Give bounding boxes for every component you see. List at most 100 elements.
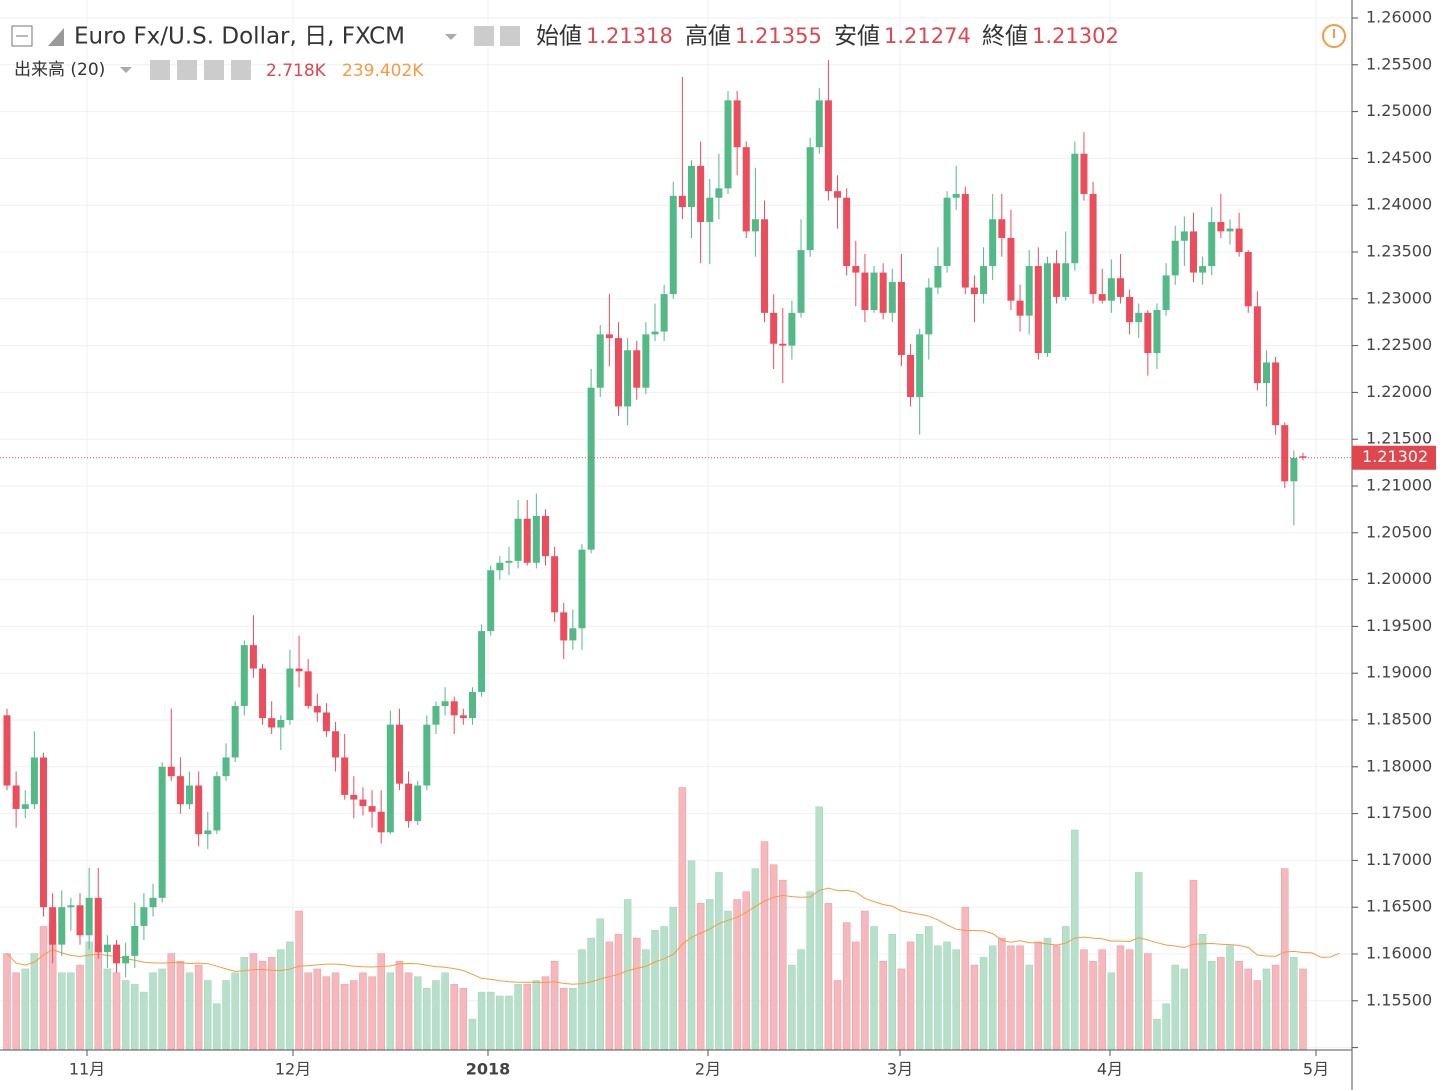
volume-bar (1098, 949, 1106, 1051)
volume-bar (1171, 964, 1179, 1051)
x-tick-label: 5月 (1303, 1060, 1329, 1079)
volume-bar (477, 991, 486, 1051)
candle-body (441, 701, 449, 706)
volume-bar (852, 941, 860, 1051)
y-tick-label: 1.26000 (1366, 8, 1432, 27)
candle-body (970, 287, 978, 295)
volume-bar (998, 937, 1006, 1051)
volume-bar (167, 953, 176, 1051)
volume-settings[interactable] (177, 60, 197, 80)
candle-body (578, 549, 586, 629)
candle-body (1080, 153, 1088, 194)
candle-body (779, 343, 787, 346)
candle-body (1290, 457, 1298, 482)
alert-icon[interactable] (1322, 24, 1346, 48)
volume-bar (1089, 960, 1097, 1051)
volume-ma-value: 239.402K (342, 61, 424, 81)
candle-body (1162, 275, 1170, 311)
volume-bar (925, 926, 933, 1051)
y-tick-label: 1.20500 (1366, 522, 1432, 541)
volume-eye[interactable] (150, 60, 170, 80)
candle-body (1253, 306, 1261, 384)
candle-body (697, 165, 705, 223)
x-tick-label: 12月 (275, 1060, 311, 1079)
volume-dropdown[interactable] (120, 67, 132, 73)
volume-bar (1107, 972, 1116, 1051)
candle-body (487, 570, 495, 632)
candle-body (1098, 294, 1106, 301)
volume-bar (286, 941, 294, 1051)
volume-bar (322, 976, 331, 1051)
volume-bar (706, 899, 714, 1051)
candle-body (49, 907, 57, 945)
y-tick-label: 1.19500 (1366, 616, 1432, 635)
volume-add[interactable] (204, 60, 224, 80)
y-tick-label: 1.23500 (1366, 242, 1432, 261)
volume-bar (258, 960, 267, 1051)
candle-body (459, 715, 467, 719)
candle-body (377, 811, 385, 833)
volume-bar (295, 910, 303, 1051)
volume-bar (559, 987, 568, 1051)
candle-body (706, 197, 714, 223)
candle-body (505, 560, 513, 563)
candle-body (1226, 228, 1234, 232)
volume-remove[interactable] (231, 60, 251, 80)
volume-bar (842, 922, 851, 1051)
volume-bar (1271, 964, 1280, 1051)
volume-bar (304, 972, 312, 1051)
candle-body (1299, 456, 1307, 458)
candle-body (1217, 222, 1225, 232)
candle-body (1281, 425, 1289, 482)
volume-bar (1080, 949, 1088, 1051)
candle-body (1116, 278, 1124, 297)
candle-body (925, 287, 933, 335)
volume-bar (58, 972, 66, 1051)
candle-body (879, 272, 887, 313)
candle-body (268, 718, 276, 728)
candle-body (523, 518, 531, 563)
candle-body (870, 272, 878, 311)
volume-bar (1007, 945, 1015, 1051)
volume-bar (934, 945, 942, 1051)
candle-body (551, 556, 559, 613)
candle-body (797, 250, 805, 313)
candle-body (259, 668, 267, 719)
volume-bar (313, 968, 322, 1051)
candle-body (651, 331, 659, 335)
volume-bar (1061, 926, 1070, 1051)
volume-bar (505, 995, 513, 1051)
volume-bar (112, 972, 121, 1051)
volume-bar (742, 891, 751, 1051)
candle-body (642, 334, 650, 388)
volume-bar (988, 945, 997, 1051)
volume-bar (1162, 1003, 1170, 1051)
collapse-button[interactable] (11, 25, 33, 47)
candle-body (304, 671, 312, 706)
candle-body (341, 757, 349, 795)
volume-bar (423, 987, 431, 1051)
candle-body (806, 147, 814, 251)
candle-body (67, 905, 75, 908)
volume-bar (231, 972, 239, 1051)
candle-body (624, 350, 632, 407)
candle-body (40, 757, 48, 908)
candle-body (432, 705, 440, 725)
volume-bar (715, 872, 723, 1051)
volume-bar (578, 949, 586, 1051)
candle-body (213, 776, 221, 831)
candle-body (222, 757, 230, 777)
candle-body (569, 628, 577, 641)
candle-body (195, 785, 203, 835)
candle-body (788, 312, 796, 346)
settings-button[interactable] (500, 26, 520, 46)
eye-button[interactable] (474, 26, 494, 46)
candle-body (532, 515, 540, 563)
candle-body (961, 193, 969, 288)
dropdown-icon[interactable] (445, 34, 457, 40)
volume-bar (879, 960, 887, 1051)
y-tick-label: 1.25000 (1366, 101, 1432, 120)
candle-body (478, 631, 486, 692)
candle-body (94, 897, 102, 953)
